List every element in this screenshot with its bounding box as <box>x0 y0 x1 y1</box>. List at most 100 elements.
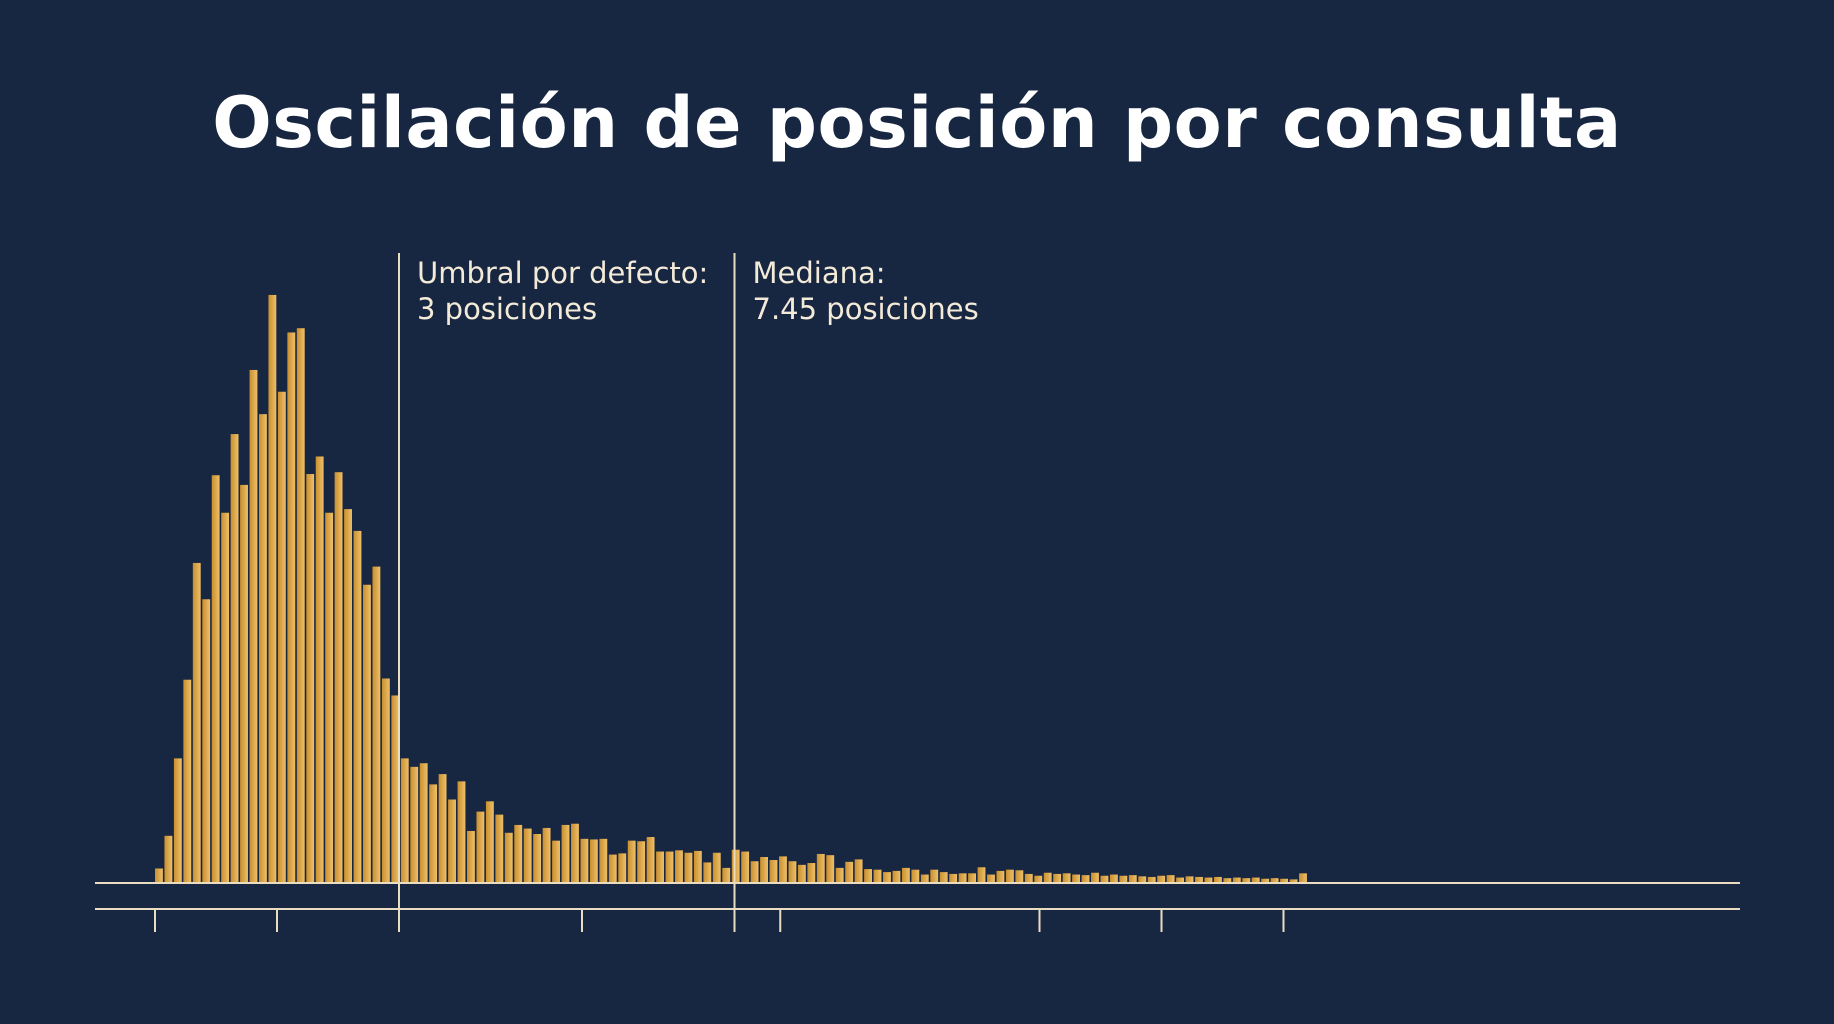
histogram-bar <box>930 869 939 883</box>
x-axis <box>95 882 1740 932</box>
histogram-bar <box>1185 876 1194 883</box>
histogram-bar <box>1251 877 1260 883</box>
histogram-bar <box>410 766 419 883</box>
histogram-bar <box>495 814 504 883</box>
histogram-bar <box>1166 875 1175 883</box>
histogram-bar <box>155 868 163 883</box>
histogram-bar <box>391 695 400 883</box>
histogram-bar <box>306 474 315 883</box>
histogram-bar <box>1289 879 1298 883</box>
histogram-bar <box>977 867 986 883</box>
histogram-bar <box>523 828 532 883</box>
histogram-bar <box>1242 878 1251 883</box>
histogram-bar <box>315 456 324 883</box>
histogram-bar <box>684 852 693 883</box>
histogram-bar <box>363 584 371 883</box>
annotation-label: Umbral por defecto: <box>417 256 708 290</box>
histogram-bar <box>741 851 750 883</box>
annotation-label: Mediana: <box>753 256 886 290</box>
histogram-bar <box>1128 875 1137 883</box>
histogram-bar <box>1015 870 1024 883</box>
histogram-bar <box>637 841 646 883</box>
histogram-bar <box>618 853 627 883</box>
histogram-bar <box>211 475 220 883</box>
histogram-bar <box>467 830 475 883</box>
histogram-bar <box>1062 873 1071 883</box>
histogram-bar <box>259 414 267 884</box>
histogram-bar <box>826 855 835 883</box>
histogram-bar <box>1072 874 1080 883</box>
histogram-bar <box>731 849 740 883</box>
histogram-bar <box>192 562 201 883</box>
annotation-value: 3 posiciones <box>417 292 597 326</box>
histogram-bar <box>920 874 929 883</box>
histogram-bars <box>155 294 1307 884</box>
histogram-bar <box>277 391 286 883</box>
histogram-bar <box>1091 872 1099 883</box>
histogram-bar <box>381 678 390 883</box>
histogram-bar <box>438 774 447 883</box>
histogram-bar <box>599 838 608 883</box>
histogram-bar <box>939 872 948 883</box>
histogram-bar <box>429 784 438 883</box>
histogram-bar <box>419 763 428 883</box>
histogram-bar <box>287 332 296 883</box>
histogram-bar <box>892 870 901 883</box>
histogram-bar <box>864 869 872 883</box>
histogram-bar <box>448 799 456 883</box>
histogram-bar <box>561 824 570 883</box>
histogram-bar <box>883 872 891 883</box>
histogram-bar <box>221 512 230 883</box>
histogram-bar <box>1232 877 1241 883</box>
histogram-bar <box>571 823 579 883</box>
histogram-bar <box>646 837 655 883</box>
histogram-bar <box>901 867 910 884</box>
histogram-bar <box>1138 876 1147 883</box>
annotation-value: 7.45 posiciones <box>753 292 979 326</box>
histogram-bar <box>1223 878 1232 883</box>
histogram-bar <box>514 824 523 883</box>
histogram-bar <box>476 811 485 883</box>
histogram-bar <box>542 827 551 883</box>
histogram-bar <box>296 328 305 884</box>
histogram-bar <box>1213 876 1222 883</box>
histogram-bar <box>807 863 816 883</box>
histogram-bar <box>580 838 589 883</box>
histogram-bar <box>1176 877 1184 883</box>
histogram-bar <box>400 758 409 883</box>
histogram-bar <box>268 294 277 883</box>
histogram-bar <box>1034 875 1043 883</box>
histogram-bar <box>788 861 797 883</box>
histogram-bar <box>987 874 995 883</box>
histogram-bar <box>344 509 352 883</box>
histogram-bar <box>202 599 211 883</box>
histogram-bar <box>334 472 343 883</box>
histogram-bar <box>675 850 683 883</box>
histogram-bar <box>504 832 513 883</box>
histogram-bar <box>769 860 778 883</box>
histogram-bar <box>1147 876 1156 883</box>
histogram-bar <box>372 566 381 883</box>
histogram-bar <box>1109 874 1118 883</box>
histogram-bar <box>873 869 882 883</box>
histogram-bar <box>835 867 844 884</box>
histogram-bar <box>1157 875 1166 883</box>
histogram-bar <box>665 851 674 883</box>
histogram-bar <box>968 873 976 883</box>
histogram-bar <box>457 781 466 883</box>
histogram-bar <box>693 850 702 883</box>
chart-title: Oscilación de posición por consulta <box>212 82 1622 164</box>
histogram-bar <box>173 758 182 883</box>
histogram-bar <box>1204 877 1213 883</box>
histogram-bar <box>1053 873 1062 883</box>
histogram-bar <box>712 852 721 883</box>
histogram-bar <box>325 512 334 883</box>
histogram-bar <box>1081 875 1090 883</box>
histogram-bar <box>353 530 362 883</box>
histogram-bar <box>164 835 173 883</box>
histogram-bar <box>627 840 636 883</box>
histogram-bar <box>249 369 258 884</box>
histogram-bar <box>845 861 854 883</box>
histogram-bar <box>230 434 239 883</box>
